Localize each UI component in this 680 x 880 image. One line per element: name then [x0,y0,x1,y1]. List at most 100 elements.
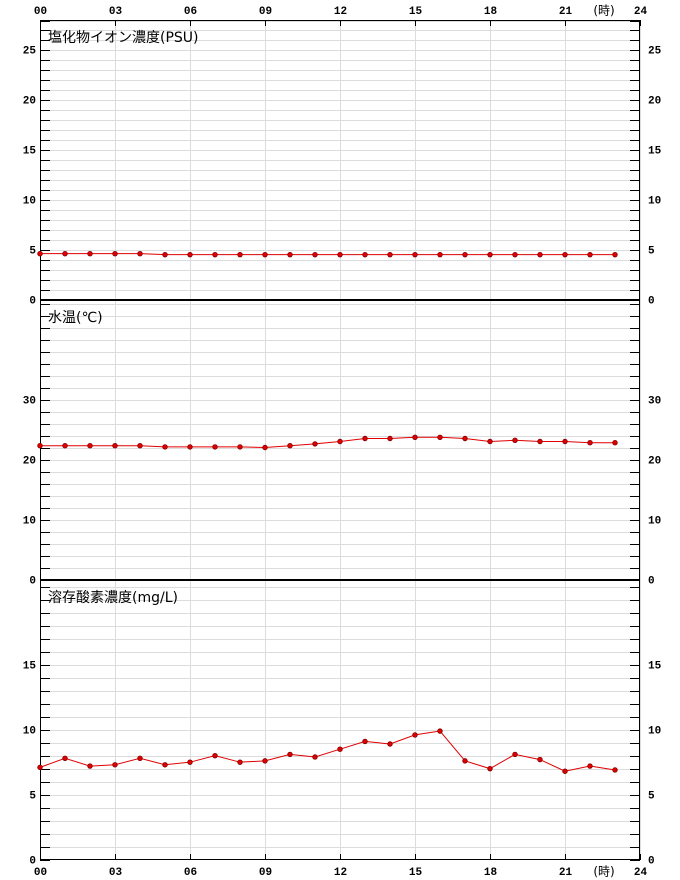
data-point [462,435,468,442]
data-point [562,768,568,774]
x-tick-label: 21 [559,6,573,18]
y-tick-label: 15 [23,145,37,157]
data-point [112,762,118,768]
data-line [40,436,615,449]
data-point [612,251,618,258]
data-line [39,730,616,772]
data-point [137,443,143,449]
data-point [587,763,593,769]
data-point [387,251,393,258]
x-tick-label: 12 [334,867,347,879]
x-axis-unit: (時) [593,4,614,18]
y-tick-label-right: 15 [648,660,662,672]
data-line [40,253,615,256]
y-tick-label: 15 [23,660,37,672]
x-tick-label: 06 [184,867,197,879]
y-tick-label-right: 10 [648,195,661,207]
y-tick-label-right: 5 [648,790,655,802]
data-point [412,251,418,258]
y-tick-label-right: 25 [648,45,662,57]
data-point [262,758,268,764]
data-point [312,754,318,760]
data-point [612,767,618,773]
data-point [387,741,393,747]
y-tick-label-right: 10 [648,725,661,737]
data-point [87,763,93,769]
x-tick-label: 00 [34,867,47,879]
panel-frame [40,300,640,580]
data-point [562,438,568,445]
data-point [187,444,193,450]
y-tick-label: 30 [23,395,36,407]
x-axis-unit: (時) [593,865,614,879]
y-tick-label-right: 20 [648,95,661,107]
data-point [62,443,68,449]
x-tick-label: 09 [259,6,272,18]
y-tick-label-right: 20 [648,455,661,467]
data-point [537,251,543,258]
data-point [37,250,43,257]
x-tick-label: 00 [34,6,47,18]
data-point [87,250,93,257]
data-point [287,251,293,258]
data-point [387,435,393,442]
y-tick-label-right: 30 [648,395,661,407]
data-point [87,443,93,449]
x-tick-label: 24 [634,6,648,18]
data-point [312,441,318,447]
x-tick-label: 15 [409,6,423,18]
panel-title: 溶存酸素濃度(mg/L) [48,590,178,606]
data-point [212,752,218,759]
data-point [337,251,343,258]
data-point [487,438,493,445]
x-tick-label: 18 [484,6,498,18]
data-point [562,251,568,258]
x-tick-label: 12 [334,6,347,18]
data-point [512,751,518,758]
data-point [587,251,593,258]
data-point [137,250,143,257]
data-point [437,251,443,258]
data-point [462,251,468,258]
data-point [412,434,418,440]
x-tick-label: 24 [634,867,648,879]
y-tick-label-right: 5 [648,245,655,257]
data-point [187,759,193,765]
data-point [162,251,168,258]
y-tick-label-right: 10 [648,515,661,527]
x-tick-label: 03 [109,867,123,879]
data-point [487,251,493,258]
data-point [112,443,118,449]
data-point [362,738,368,745]
data-point [512,251,518,258]
panel-title: 水温(℃) [48,310,103,326]
data-point [37,443,43,449]
x-tick-label: 03 [109,6,123,18]
data-point [362,435,368,442]
y-tick-label: 5 [29,245,36,257]
data-point [237,444,243,450]
data-point [212,444,218,450]
data-point [612,440,618,446]
data-point [412,732,418,738]
data-point [37,764,43,771]
data-point [312,251,318,258]
y-tick-label: 25 [23,45,37,57]
data-point [237,759,243,765]
y-tick-label-right: 0 [648,295,655,307]
data-point [537,756,543,763]
y-tick-label: 5 [29,790,36,802]
data-point [487,765,493,772]
data-point [437,728,443,734]
data-point [537,438,543,445]
x-tick-label: 18 [484,867,498,879]
data-point [137,755,143,761]
y-tick-label: 20 [23,95,36,107]
data-point [262,444,268,451]
data-point [212,251,218,258]
data-point [462,758,468,764]
x-tick-label: 06 [184,6,197,18]
y-tick-label: 10 [23,725,36,737]
y-tick-label-right: 15 [648,145,662,157]
